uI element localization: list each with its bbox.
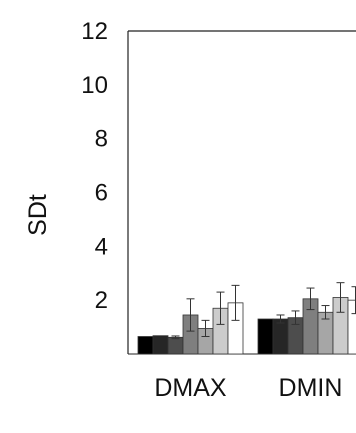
y-tick-label: 10	[81, 72, 108, 99]
bar	[272, 318, 289, 355]
y-tick-labels: 2 4 6 8 10 12	[81, 18, 108, 314]
y-tick-label: 8	[95, 126, 108, 153]
y-tick-label: 4	[95, 233, 108, 260]
category-labels: DMAX DMIN	[154, 374, 342, 402]
bar-group	[137, 284, 244, 355]
category-label: DMIN	[279, 374, 343, 402]
bar	[152, 335, 169, 355]
bar	[257, 318, 274, 355]
bar	[347, 299, 356, 355]
axis-titles: SDt	[24, 194, 52, 236]
bar	[167, 336, 184, 355]
y-tick-label: 2	[95, 287, 108, 314]
y-tick-label: 12	[81, 18, 108, 45]
bar-group	[257, 282, 356, 355]
y-axis-title: SDt	[24, 194, 52, 236]
category-label: DMAX	[154, 374, 227, 402]
bar-groups	[137, 282, 356, 355]
y-tick-label: 6	[95, 180, 108, 207]
bar	[137, 336, 154, 355]
